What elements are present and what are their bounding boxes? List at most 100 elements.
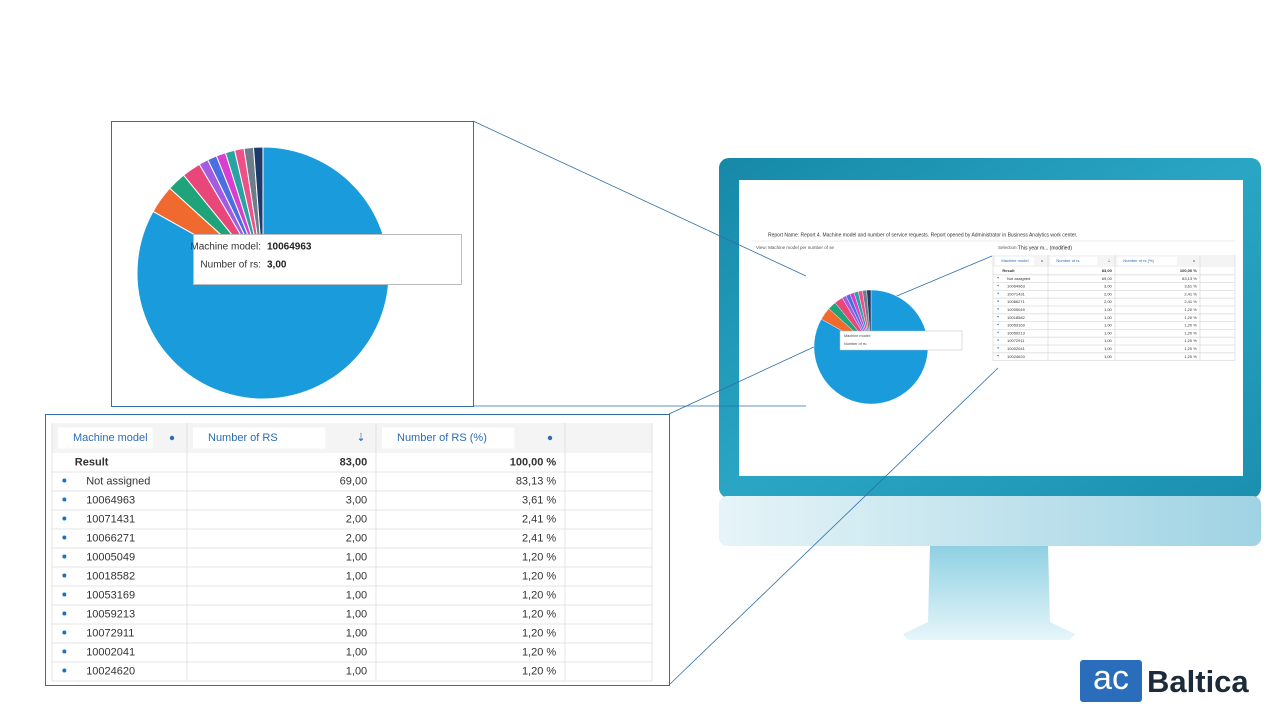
row-count: 1,00 xyxy=(346,608,367,620)
row-percent: 100,00 % xyxy=(510,456,557,468)
row-label: 10071431 xyxy=(86,513,135,525)
row-percent: 2,41 % xyxy=(1184,299,1197,304)
row-dot xyxy=(62,630,67,635)
row-dot xyxy=(997,292,999,295)
row-dot xyxy=(62,649,67,654)
row-count: 3,00 xyxy=(346,494,367,506)
header-dot xyxy=(169,435,175,441)
row-count: 3,00 xyxy=(1104,284,1113,289)
row-dot xyxy=(62,592,67,597)
row-label: 10024620 xyxy=(1007,354,1026,359)
tooltip-value: 10064963 xyxy=(267,242,312,253)
row-label: 10018582 xyxy=(86,570,135,582)
row-percent: 1,20 % xyxy=(1184,307,1197,312)
row-percent: 1,20 % xyxy=(1184,354,1197,359)
header-cell xyxy=(193,427,326,449)
report-title: Report Name: Report 4. Machine model and… xyxy=(768,232,1077,238)
selection-label: Selection: xyxy=(998,245,1018,250)
header-dot xyxy=(1193,260,1195,262)
row-count: 2,00 xyxy=(1104,299,1113,304)
row-dot xyxy=(997,315,999,318)
header-cell xyxy=(1117,256,1177,266)
connectors xyxy=(472,120,999,686)
row-label: Not assigned xyxy=(1007,276,1030,281)
tooltip xyxy=(193,234,462,285)
row-label: 10053169 xyxy=(86,589,135,601)
mini-tooltip-label: Number of rs: xyxy=(844,342,867,346)
row-percent: 1,20 % xyxy=(522,665,556,677)
monitor-stand xyxy=(903,546,1075,640)
row-dot xyxy=(62,668,67,673)
row-label: 10072911 xyxy=(1007,338,1025,343)
row-count: 1,00 xyxy=(1104,323,1113,328)
header-cell xyxy=(995,256,1034,266)
row-percent: 2,41 % xyxy=(522,513,556,525)
column-header: Number of rs (%) xyxy=(1123,258,1154,263)
row-count: 1,00 xyxy=(346,665,367,677)
row-dot xyxy=(997,347,999,349)
row-count: 1,00 xyxy=(346,627,367,639)
row-percent: 83,13 % xyxy=(516,475,557,487)
row-count: 1,00 xyxy=(1104,338,1113,343)
row-percent: 1,20 % xyxy=(522,589,556,601)
column-header: Number of rs xyxy=(1056,258,1079,263)
row-label: 10002041 xyxy=(1007,346,1026,351)
row-dot xyxy=(997,354,999,357)
row-dot xyxy=(997,323,999,326)
row-dot xyxy=(62,611,67,616)
row-dot xyxy=(997,339,999,341)
row-label: 10064963 xyxy=(86,494,135,506)
row-count: 1,00 xyxy=(346,551,367,563)
row-count: 2,00 xyxy=(346,513,367,525)
row-percent: 1,20 % xyxy=(1184,315,1197,320)
row-label: 10059213 xyxy=(1007,330,1026,335)
row-percent: 100,00 % xyxy=(1180,268,1197,273)
row-count: 1,00 xyxy=(346,589,367,601)
column-header: Machine model xyxy=(1001,258,1028,263)
row-count: 2,00 xyxy=(346,532,367,544)
header-dot xyxy=(547,435,553,441)
row-percent: 1,20 % xyxy=(522,551,556,563)
row-count: 1,00 xyxy=(1104,315,1113,320)
logo-mark: ac xyxy=(1093,659,1129,697)
row-dot xyxy=(997,276,999,279)
column-header: Machine model xyxy=(73,432,148,444)
row-percent: 1,20 % xyxy=(522,627,556,639)
header-cell xyxy=(58,427,153,449)
row-percent: 2,41 % xyxy=(1184,291,1197,296)
row-dot xyxy=(997,284,999,287)
tooltip-value: 3,00 xyxy=(267,260,287,271)
row-dot xyxy=(997,300,999,302)
row-percent: 1,20 % xyxy=(1184,330,1197,335)
row-label: Result xyxy=(1002,268,1015,273)
row-count: 2,00 xyxy=(1104,291,1113,296)
row-label: 10005049 xyxy=(1007,307,1026,312)
row-percent: 1,20 % xyxy=(1184,323,1197,328)
view-label: View: Machine model per number of se xyxy=(756,245,834,250)
row-label: 10002041 xyxy=(86,646,135,658)
tooltip-label: Machine model: xyxy=(190,242,261,253)
screen xyxy=(739,180,1243,476)
row-label: 10018582 xyxy=(1007,315,1026,320)
row-percent: 1,20 % xyxy=(522,608,556,620)
row-dot xyxy=(62,516,67,521)
sort-icon: ⇣ xyxy=(356,432,365,444)
row-count: 1,00 xyxy=(1104,346,1113,351)
row-percent: 1,20 % xyxy=(522,646,556,658)
row-count: 69,00 xyxy=(340,475,368,487)
row-percent: 83,13 % xyxy=(1182,276,1197,281)
header-cell xyxy=(382,427,515,449)
row-percent: 1,20 % xyxy=(522,570,556,582)
column-header: Number of RS xyxy=(208,432,278,444)
row-label: Not assigned xyxy=(86,475,150,487)
row-label: 10053169 xyxy=(1007,323,1026,328)
row-percent: 1,20 % xyxy=(1184,346,1197,351)
row-dot xyxy=(62,554,67,559)
row-percent: 3,61 % xyxy=(1184,284,1197,289)
row-dot xyxy=(62,478,67,483)
row-label: 10064963 xyxy=(1007,284,1026,289)
selection-value: This year m... (modified) xyxy=(1018,245,1072,251)
row-dot xyxy=(62,535,67,540)
